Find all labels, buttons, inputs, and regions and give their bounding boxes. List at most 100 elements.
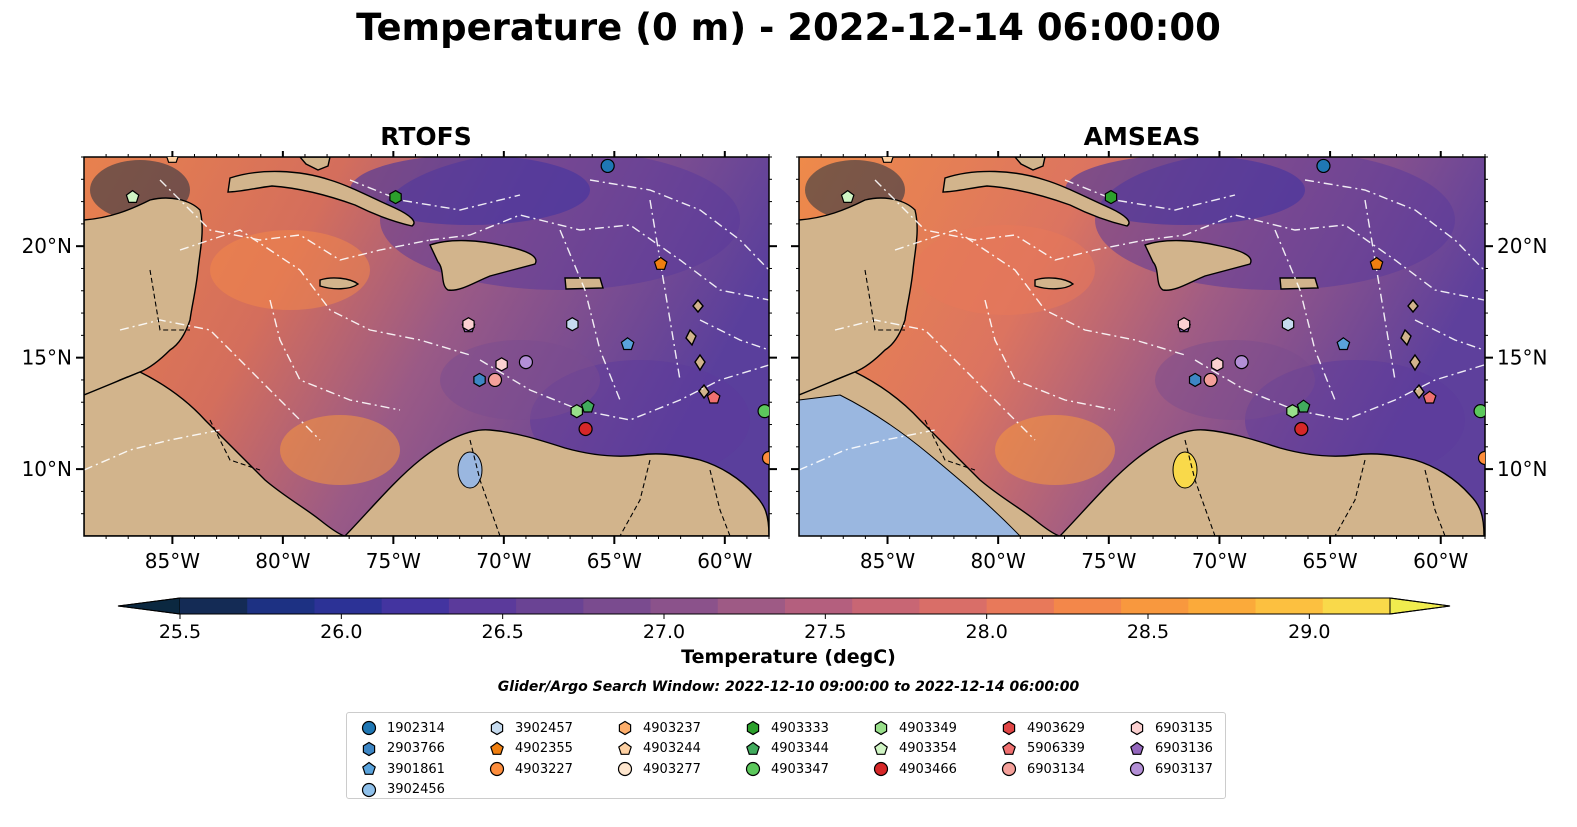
legend-item: 6903134 <box>1001 759 1085 780</box>
lon-tick-label: 75°W <box>1081 549 1136 573</box>
legend-marker-4903629 <box>1002 721 1016 736</box>
colorbar-segment <box>650 598 719 614</box>
lon-tick-label: 75°W <box>366 549 421 573</box>
legend-item: 6903136 <box>1129 739 1213 760</box>
legend-label: 4903629 <box>1027 720 1085 736</box>
legend-label: 3902456 <box>387 782 445 798</box>
legend-column: 4903237 4903244 4903277 <box>617 718 701 780</box>
legend-marker-4903237 <box>618 721 632 736</box>
legend-item: 4903349 <box>873 718 957 739</box>
legend-item: 3901861 <box>361 759 445 780</box>
legend-marker-4903344 <box>746 741 760 755</box>
colorbar-segment <box>1322 598 1391 614</box>
colorbar-label: Temperature (degC) <box>681 646 896 668</box>
float-marker-6903135 <box>495 357 508 372</box>
lat-tick-label: 20°N <box>22 234 72 258</box>
legend-label: 5906339 <box>1027 741 1085 757</box>
legend-marker-2903766 <box>362 741 376 756</box>
colorbar-extend-high <box>1389 597 1451 615</box>
legend-marker-4903227 <box>489 762 505 777</box>
legend-label: 2903766 <box>387 741 445 757</box>
float-marker-4903347 <box>1473 404 1485 419</box>
float-marker-1902314 <box>600 158 615 174</box>
legend-label: 4903347 <box>771 761 829 777</box>
map-rtofs <box>83 156 770 537</box>
panel-title-amseas: AMSEAS <box>1083 122 1201 151</box>
float-marker-4903244 <box>881 157 894 163</box>
float-marker-4903347 <box>757 404 769 419</box>
float-marker-6903137 <box>518 355 534 370</box>
lon-tick-label: 65°W <box>587 549 642 573</box>
legend-item: 3902457 <box>489 718 573 739</box>
legend-label: 4902355 <box>515 741 573 757</box>
colorbar-tick-label: 26.0 <box>320 621 362 643</box>
legend-item: 4903466 <box>873 759 957 780</box>
legend-marker-3901861 <box>362 762 376 776</box>
float-marker-2903766 <box>1188 372 1202 388</box>
colorbar-segment <box>381 598 450 614</box>
colorbar-segment <box>583 598 652 614</box>
float-marker-4903344 <box>580 399 595 413</box>
legend-label: 4903277 <box>643 761 701 777</box>
colorbar-segment <box>1121 598 1189 614</box>
float-marker-4903354 <box>125 189 140 203</box>
lon-tick-label: 70°W <box>1192 549 1247 573</box>
legend-item: 4903629 <box>1001 718 1085 739</box>
legend-item: 4903344 <box>745 739 829 760</box>
legend-label: 4903349 <box>899 720 957 736</box>
colorbar-tick-label: 28.5 <box>1127 621 1169 643</box>
float-legend: 1902314 2903766 3901861 3902456 3902457 49023… <box>346 712 1226 799</box>
float-marker-6903135 <box>1210 357 1224 372</box>
colorbar-tick-label: 25.5 <box>159 621 201 643</box>
lat-tick-label: 20°N <box>1497 234 1547 258</box>
float-marker-4903349 <box>570 404 584 419</box>
colorbar-segment <box>314 598 383 614</box>
legend-item: 4903237 <box>617 718 701 739</box>
legend-label: 6903137 <box>1155 761 1213 777</box>
float-marker-4903227 <box>1477 450 1485 466</box>
axis-ticks <box>76 151 1493 544</box>
legend-column: 6903135 6903136 6903137 <box>1129 718 1213 780</box>
legend-label: 6903135 <box>1155 720 1213 736</box>
lon-tick-label: 80°W <box>971 549 1026 573</box>
lon-tick-label: 60°W <box>697 549 752 573</box>
colorbar-segment <box>1053 598 1122 614</box>
colorbar: 25.5 26.0 26.5 27.0 27.5 28.0 28.5 29.0 <box>117 597 1451 643</box>
legend-label: 4903237 <box>643 720 701 736</box>
colorbar-segment <box>986 598 1055 614</box>
legend-column: 4903629 5906339 6903134 <box>1001 718 1085 780</box>
legend-label: 3901861 <box>387 761 445 777</box>
legend-label: 6903136 <box>1155 741 1213 757</box>
float-marker-4903354 <box>840 189 855 203</box>
lon-tick-label: 70°W <box>476 549 531 573</box>
float-marker-6903134 <box>487 372 503 388</box>
lat-tick-label: 15°N <box>1497 346 1547 370</box>
legend-column: 1902314 2903766 3901861 3902456 <box>361 718 445 800</box>
float-marker-4902355 <box>1369 256 1384 270</box>
map-amseas <box>798 156 1486 537</box>
float-marker-4903244 <box>166 157 179 163</box>
legend-item: 4903354 <box>873 739 957 760</box>
float-marker-3902457 <box>566 317 579 332</box>
legend-item: 4903347 <box>745 759 829 780</box>
search-window-text: Glider/Argo Search Window: 2022-12-10 09… <box>497 679 1080 695</box>
colorbar-tick-label: 27.5 <box>804 621 846 643</box>
panel-title-rtofs: RTOFS <box>380 122 472 151</box>
colorbar-tick-label: 28.0 <box>966 621 1008 643</box>
colorbar-tick-label: 26.5 <box>482 621 524 643</box>
figure-title: Temperature (0 m) - 2022-12-14 06:00:00 <box>356 6 1221 49</box>
colorbar-tick-label: 29.0 <box>1288 621 1330 643</box>
colorbar-segment <box>717 598 786 614</box>
lon-tick-label: 60°W <box>1413 549 1468 573</box>
legend-marker-4903244 <box>618 741 632 755</box>
float-marker-4902355 <box>653 256 668 270</box>
colorbar-tick-label: 27.0 <box>643 621 685 643</box>
float-marker-4903333 <box>389 189 402 205</box>
lat-tick-label: 15°N <box>22 346 72 370</box>
colorbar-segment <box>1188 598 1257 614</box>
colorbar-segment <box>247 598 315 614</box>
legend-marker-6903134 <box>1001 762 1017 777</box>
float-marker-4903344 <box>1296 399 1311 413</box>
legend-label: 1902314 <box>387 720 445 736</box>
